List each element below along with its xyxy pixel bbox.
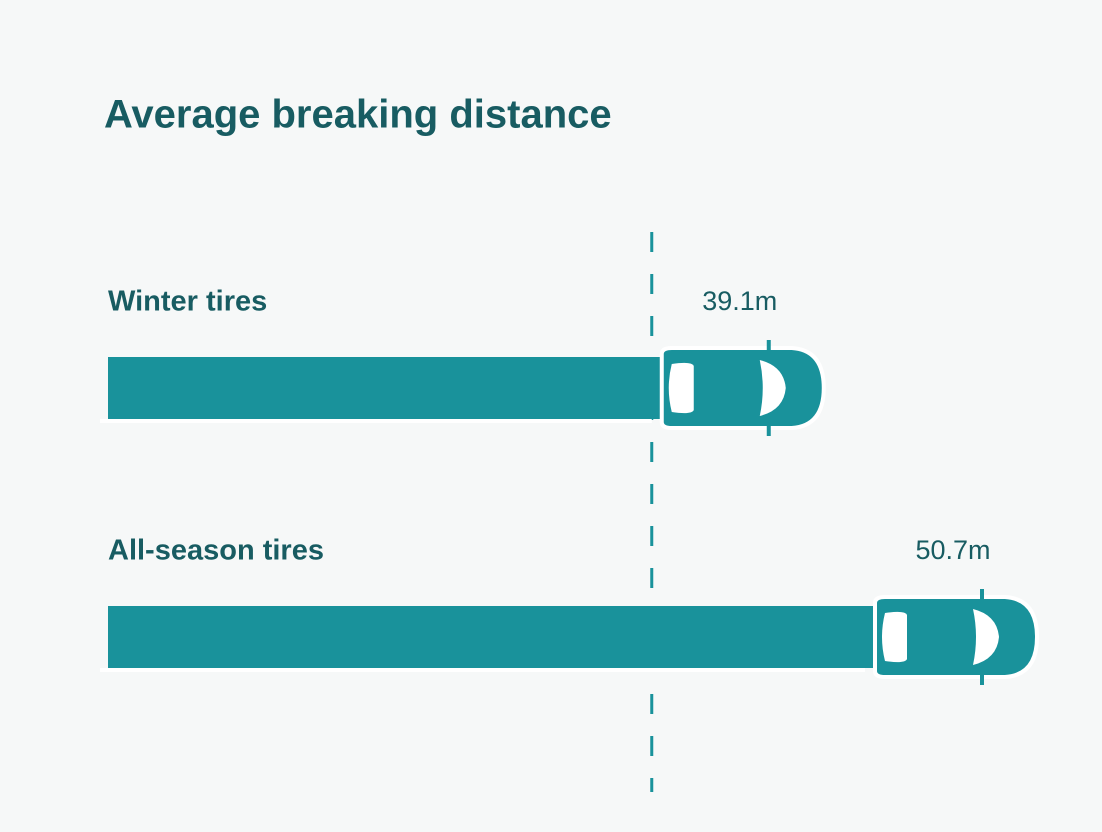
- rear-window: [882, 611, 907, 663]
- windshield: [759, 360, 786, 416]
- chart-title: Average breaking distance: [104, 93, 612, 137]
- mirror: [980, 675, 984, 685]
- value-label: 39.1m: [702, 286, 777, 316]
- mirror: [766, 340, 771, 350]
- car-body: [659, 346, 826, 430]
- bar-fill: [108, 357, 662, 419]
- category-label: Winter tires: [108, 286, 267, 318]
- road-shadow: [100, 668, 865, 672]
- bar: [100, 340, 826, 436]
- windshield: [973, 609, 999, 665]
- car-body: [873, 595, 1040, 679]
- value-label: 50.7m: [915, 535, 990, 565]
- bar-fill: [108, 606, 875, 668]
- category-label: All-season tires: [108, 535, 324, 567]
- mirror: [766, 426, 771, 436]
- rear-window: [668, 362, 694, 414]
- bar: [100, 589, 1040, 685]
- road-shadow: [100, 419, 652, 423]
- mirror: [980, 589, 984, 599]
